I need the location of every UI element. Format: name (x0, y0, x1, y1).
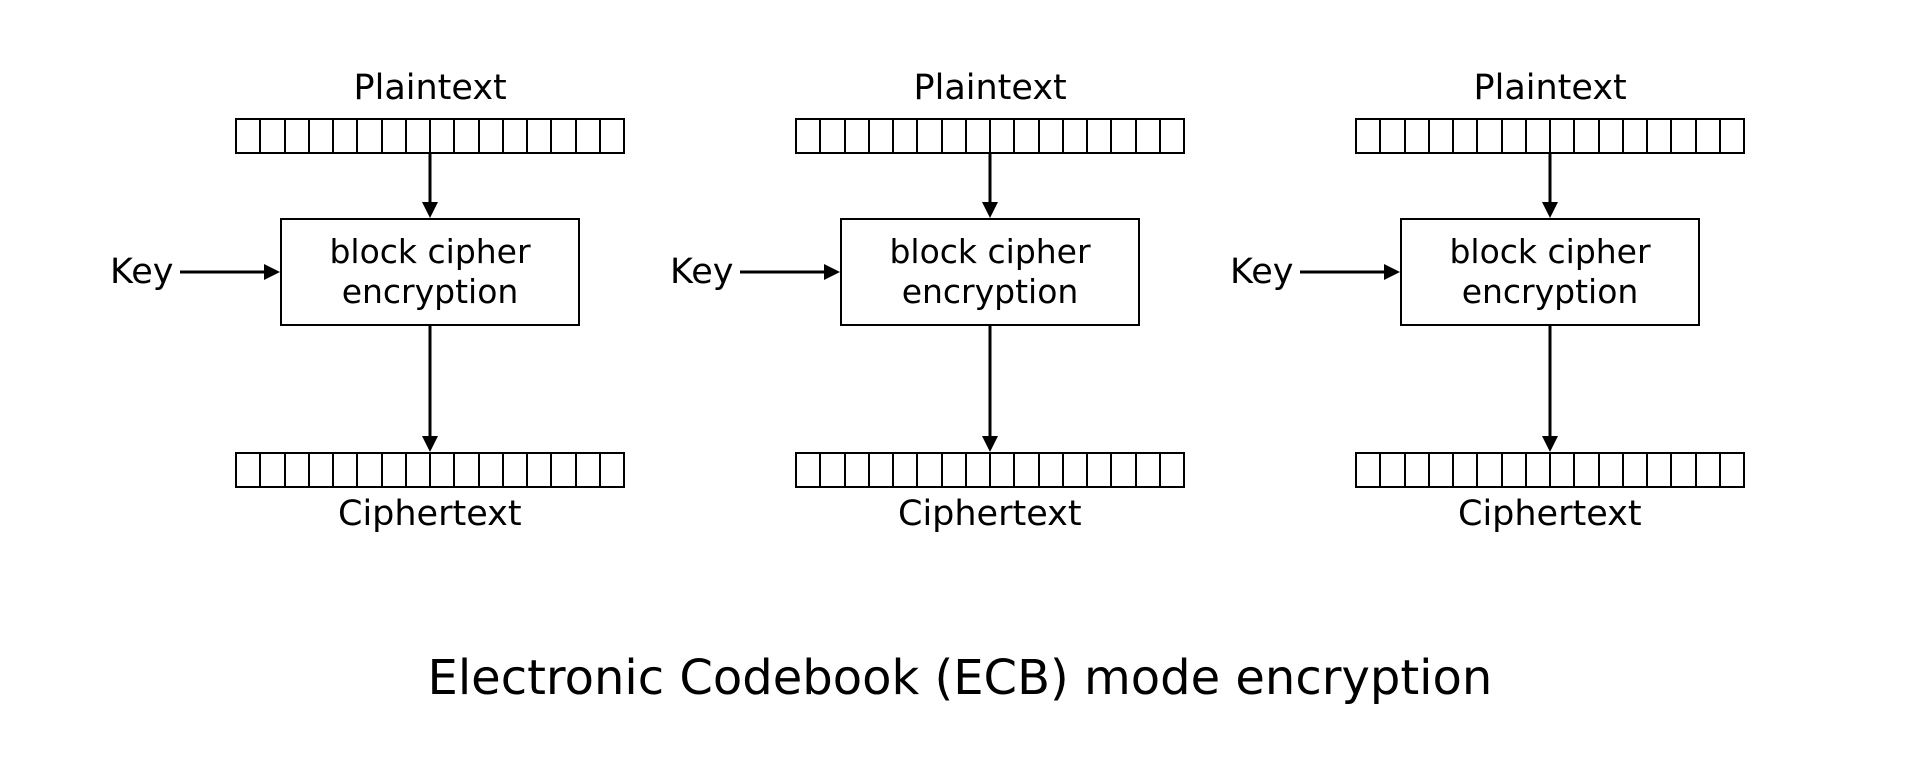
block-cipher-box: block cipherencryption (1400, 218, 1700, 326)
arrow-cipher-to-ciphertext (1538, 314, 1562, 464)
arrow-plaintext-to-cipher (1538, 142, 1562, 230)
block-cipher-box: block cipherencryption (840, 218, 1140, 326)
diagram-canvas: Plaintext block cipherencryption Key Cipher… (0, 0, 1920, 771)
arrow-key-to-cipher (728, 260, 852, 284)
arrow-plaintext-to-cipher (978, 142, 1002, 230)
ciphertext-block (795, 452, 1185, 488)
plaintext-label: Plaintext (914, 68, 1067, 108)
arrow-cipher-to-ciphertext (978, 314, 1002, 464)
key-label: Key (1230, 252, 1293, 292)
diagram-caption: Electronic Codebook (ECB) mode encryptio… (428, 650, 1493, 706)
plaintext-label: Plaintext (354, 68, 507, 108)
arrow-key-to-cipher (168, 260, 292, 284)
arrow-cipher-to-ciphertext (418, 314, 442, 464)
ciphertext-label: Ciphertext (338, 494, 522, 534)
ciphertext-label: Ciphertext (898, 494, 1082, 534)
arrow-key-to-cipher (1288, 260, 1412, 284)
key-label: Key (670, 252, 733, 292)
block-cipher-box: block cipherencryption (280, 218, 580, 326)
key-label: Key (110, 252, 173, 292)
ciphertext-block (1355, 452, 1745, 488)
ciphertext-label: Ciphertext (1458, 494, 1642, 534)
plaintext-label: Plaintext (1474, 68, 1627, 108)
arrow-plaintext-to-cipher (418, 142, 442, 230)
ciphertext-block (235, 452, 625, 488)
